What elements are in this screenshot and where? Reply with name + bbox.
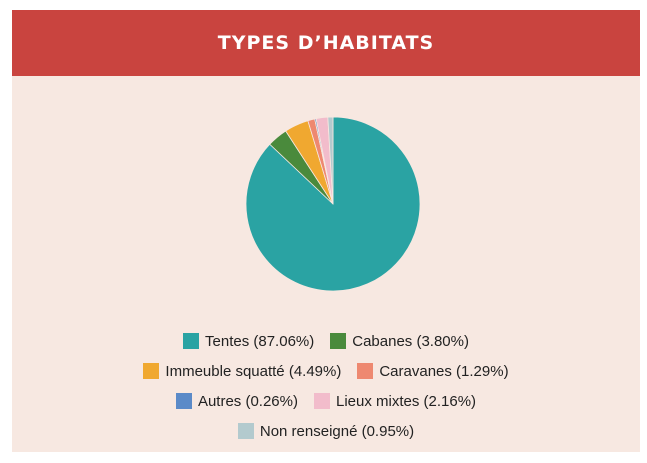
legend-row: Immeuble squatté (4.49%) Caravanes (1.29%… xyxy=(12,356,640,386)
card: TYPES D’HABITATS Tentes (87.06%) Cabanes … xyxy=(12,10,640,452)
legend-item: Non renseigné (0.95%) xyxy=(237,422,415,440)
legend-row: Tentes (87.06%) Cabanes (3.80%) xyxy=(12,326,640,356)
legend-item: Tentes (87.06%) xyxy=(183,333,314,350)
legend-item: Autres (0.26%) xyxy=(175,392,298,410)
legend-row: Non renseigné (0.95%) xyxy=(12,416,640,446)
legend-item: Lieux mixtes (2.16%) xyxy=(313,392,477,410)
legend-label: Tentes (87.06%) xyxy=(205,332,315,350)
legend-label: Cabanes (3.80%) xyxy=(352,332,469,350)
legend-swatch xyxy=(175,393,192,409)
legend-label: Autres (0.26%) xyxy=(197,392,298,410)
legend-label: Non renseigné (0.95%) xyxy=(259,422,415,440)
legend-swatch xyxy=(330,333,347,349)
legend-swatch xyxy=(357,363,374,379)
chart xyxy=(245,116,421,292)
legend-row: Autres (0.26%) Lieux mixtes (2.16%) xyxy=(12,386,640,416)
legend-swatch xyxy=(237,423,254,439)
legend-item: Cabanes (3.80%) xyxy=(330,333,469,350)
legend-swatch xyxy=(183,333,200,349)
legend-swatch xyxy=(143,363,160,379)
legend-swatch xyxy=(313,393,330,409)
header: TYPES D’HABITATS xyxy=(12,10,640,76)
pie-slice xyxy=(327,116,334,205)
legend-label: Immeuble squatté (4.49%) xyxy=(165,362,342,380)
legend-item: Immeuble squatté (4.49%) xyxy=(143,363,341,380)
legend-item: Caravanes (1.29%) xyxy=(357,362,509,380)
legend-label: Lieux mixtes (2.16%) xyxy=(335,392,477,410)
legend: Tentes (87.06%) Cabanes (3.80%) Immeuble s… xyxy=(12,326,640,446)
legend-label: Caravanes (1.29%) xyxy=(379,362,509,380)
chart-title: TYPES D’HABITATS xyxy=(217,32,435,54)
